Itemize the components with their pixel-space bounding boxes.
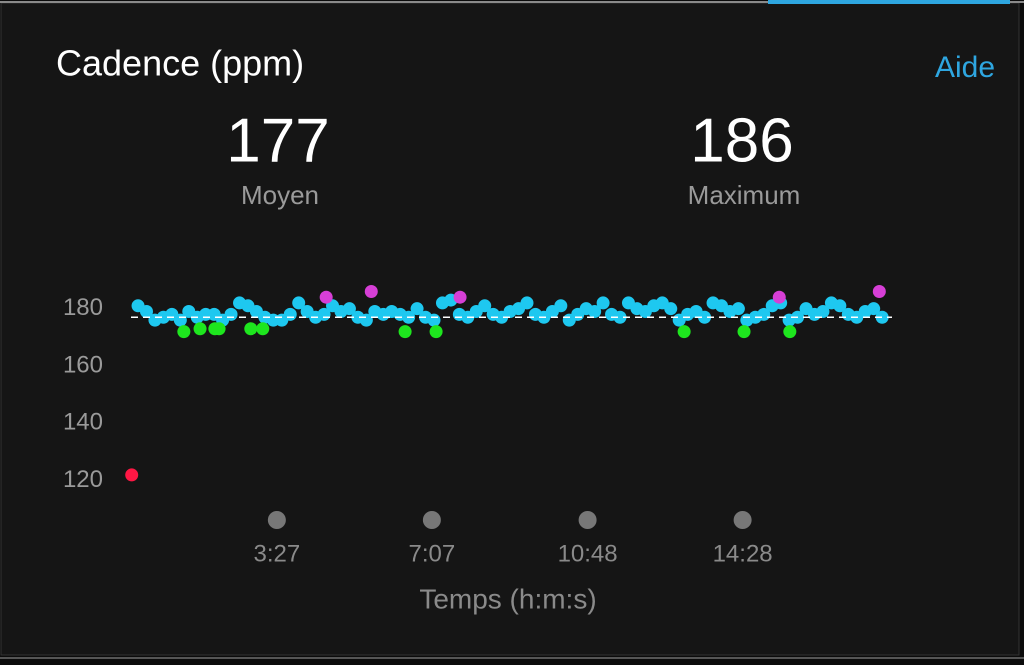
x-tick-marker bbox=[733, 511, 752, 529]
data-point bbox=[244, 322, 258, 336]
x-tick-label: 7:07 bbox=[409, 540, 456, 567]
x-tick-marker bbox=[422, 511, 441, 529]
data-point bbox=[783, 325, 797, 339]
stat-label: Maximum bbox=[688, 180, 801, 210]
data-point bbox=[292, 296, 306, 310]
data-point bbox=[410, 302, 424, 316]
data-point bbox=[596, 296, 610, 310]
y-tick-label: 160 bbox=[63, 351, 103, 378]
data-point bbox=[193, 322, 207, 336]
help-link[interactable]: Aide bbox=[935, 51, 995, 84]
data-point bbox=[212, 322, 226, 336]
data-point bbox=[872, 284, 886, 298]
y-tick-label: 180 bbox=[63, 294, 103, 321]
stat-value: 186 bbox=[690, 106, 793, 175]
data-point bbox=[319, 290, 333, 304]
data-point bbox=[613, 310, 627, 324]
data-point bbox=[398, 325, 412, 339]
y-tick-label: 140 bbox=[63, 409, 103, 436]
x-tick-label: 10:48 bbox=[558, 540, 618, 567]
x-axis-title: Temps (h:m:s) bbox=[419, 583, 596, 614]
data-point bbox=[453, 290, 467, 304]
data-point bbox=[520, 296, 534, 310]
data-point bbox=[125, 468, 139, 482]
data-point bbox=[256, 322, 270, 336]
x-tick-marker bbox=[578, 511, 597, 529]
data-point bbox=[833, 299, 847, 313]
card bbox=[0, 2, 1020, 656]
data-point bbox=[698, 310, 712, 324]
data-point bbox=[867, 302, 881, 316]
data-point bbox=[342, 302, 356, 316]
data-point bbox=[677, 325, 691, 339]
data-point bbox=[816, 305, 830, 319]
stat-value: 177 bbox=[226, 106, 329, 175]
x-tick-label: 14:28 bbox=[713, 540, 773, 567]
data-point bbox=[875, 310, 889, 324]
data-point bbox=[427, 313, 441, 327]
stat-label: Moyen bbox=[241, 180, 319, 210]
data-point bbox=[554, 299, 568, 313]
x-tick-marker bbox=[267, 511, 286, 529]
data-point bbox=[224, 307, 238, 321]
x-tick-label: 3:27 bbox=[253, 540, 300, 567]
data-point bbox=[429, 325, 443, 339]
data-point bbox=[737, 325, 751, 339]
y-tick-label: 120 bbox=[63, 466, 103, 493]
data-point bbox=[664, 302, 678, 316]
card-title: Cadence (ppm) bbox=[56, 43, 304, 84]
data-point bbox=[177, 325, 191, 339]
data-point bbox=[140, 305, 154, 319]
data-point bbox=[364, 284, 378, 298]
data-point bbox=[731, 302, 745, 316]
data-point bbox=[588, 305, 602, 319]
data-point bbox=[772, 290, 786, 304]
data-point bbox=[478, 299, 492, 313]
data-point bbox=[283, 307, 297, 321]
